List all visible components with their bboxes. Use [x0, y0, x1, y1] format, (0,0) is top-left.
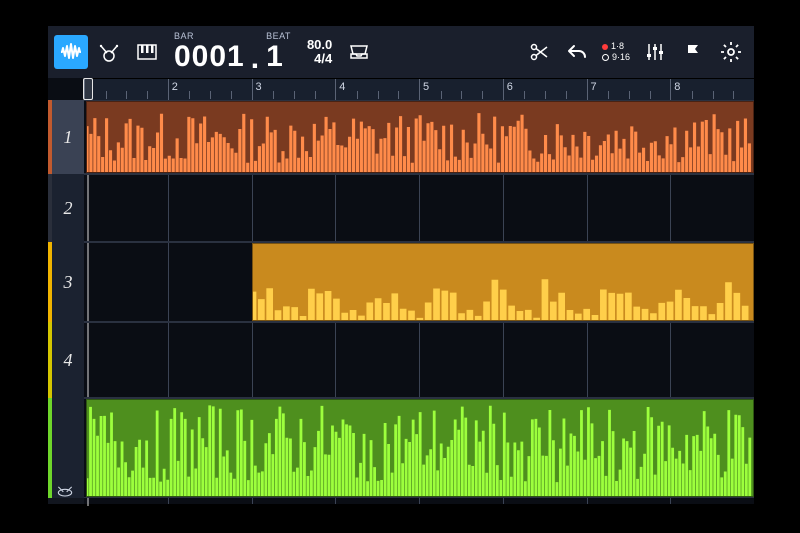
undo-icon — [565, 40, 589, 64]
ruler-bar[interactable]: 7 — [587, 79, 671, 100]
flag-icon — [681, 40, 705, 64]
io-line2: 9·16 — [602, 52, 630, 63]
audio-clip[interactable] — [252, 243, 755, 321]
track-area: 1234 — [48, 100, 754, 504]
drumkit-icon — [97, 40, 121, 64]
bar-value: 0001 — [174, 42, 245, 72]
bar-number: 5 — [423, 81, 429, 93]
track-header[interactable]: 4 — [48, 322, 84, 398]
ruler-bar[interactable]: 4 — [335, 79, 419, 100]
ruler-bar[interactable]: 2 — [168, 79, 252, 100]
track-row[interactable] — [84, 174, 754, 242]
track-header[interactable]: 3 — [48, 242, 84, 322]
bar-number: 8 — [674, 81, 680, 93]
position-counter[interactable]: BAR 0001 . BEAT 1 — [168, 32, 297, 72]
track-row[interactable] — [84, 322, 754, 398]
bar-number: 6 — [507, 81, 513, 93]
drums-tab[interactable] — [92, 35, 126, 69]
gear-icon — [719, 40, 743, 64]
keys-tab[interactable] — [130, 35, 164, 69]
ruler-bar[interactable]: 6 — [503, 79, 587, 100]
marker-button[interactable] — [676, 35, 710, 69]
bar-number: 3 — [256, 81, 262, 93]
io-indicator[interactable]: 1·8 9·16 — [598, 41, 634, 63]
audio-clip[interactable] — [86, 399, 754, 497]
inbox-button[interactable] — [342, 35, 376, 69]
audio-clip[interactable] — [86, 101, 754, 173]
track-header[interactable]: 1 — [48, 100, 84, 174]
scissors-icon — [527, 40, 551, 64]
ruler-bar[interactable] — [84, 79, 168, 100]
ruler-bar[interactable]: 8 — [670, 79, 754, 100]
cut-button[interactable] — [522, 35, 556, 69]
beat-value: 1 — [266, 42, 284, 72]
time-signature: 4/4 — [314, 52, 332, 66]
piano-icon — [135, 40, 159, 64]
bar-number: 4 — [339, 81, 345, 93]
toolbar: BAR 0001 . BEAT 1 80.0 4/4 1·8 9·16 — [48, 26, 754, 78]
playhead[interactable] — [83, 78, 93, 100]
audio-tab[interactable] — [54, 35, 88, 69]
ruler-bar[interactable]: 3 — [252, 79, 336, 100]
settings-button[interactable] — [714, 35, 748, 69]
track-body[interactable] — [84, 100, 754, 504]
io-line1: 1·8 — [602, 41, 630, 52]
sliders-icon — [643, 40, 667, 64]
tempo-value: 80.0 — [307, 38, 332, 52]
timeline-ruler[interactable]: 2 3 4 5 6 7 8 — [84, 78, 754, 100]
inbox-icon — [347, 40, 371, 64]
bar-number: 7 — [591, 81, 597, 93]
track-header[interactable]: 2 — [48, 174, 84, 242]
track-headers: 1234 — [48, 100, 84, 504]
bar-number: 2 — [172, 81, 178, 93]
undo-button[interactable] — [560, 35, 594, 69]
waveform-icon — [59, 40, 83, 64]
tempo-sig[interactable]: 80.0 4/4 — [301, 38, 338, 65]
mixer-button[interactable] — [638, 35, 672, 69]
drum-track-icon — [52, 482, 78, 500]
ruler-bar[interactable]: 5 — [419, 79, 503, 100]
